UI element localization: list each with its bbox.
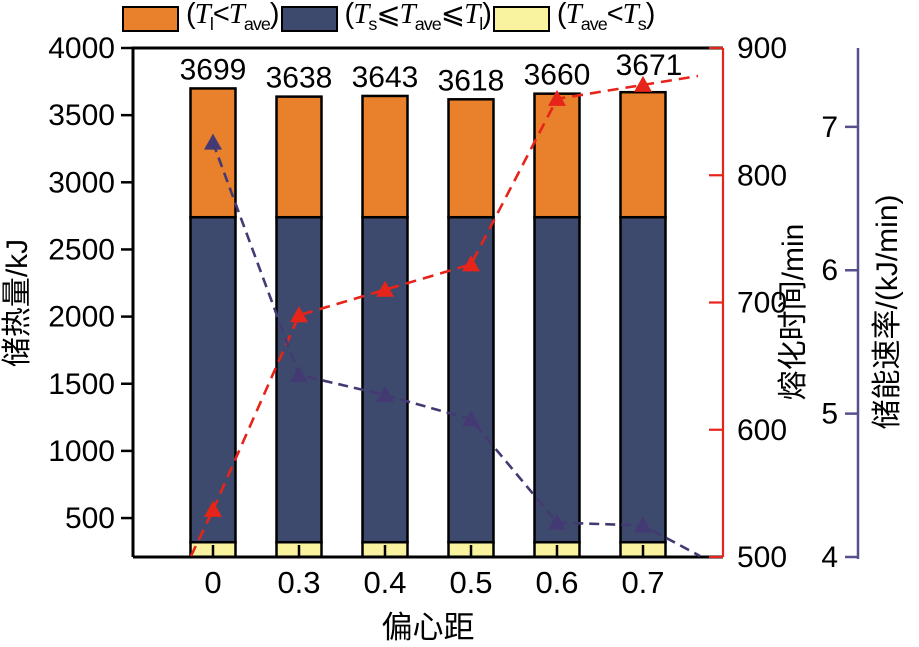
chart-legend: (Tl<Tave) (Ts⩽Tave⩽Tl) (Tave<Ts) xyxy=(122,0,656,35)
rate-tick-label: 7 xyxy=(821,111,838,144)
x-tick-label: 0.6 xyxy=(535,565,578,600)
bar-value-label-1: 3638 xyxy=(266,62,333,95)
melting-time-marker-0 xyxy=(204,500,222,517)
bar-segment-navy-2 xyxy=(361,215,409,544)
rate-tick-label: 5 xyxy=(821,398,838,431)
storage-rate-marker-0 xyxy=(204,133,222,150)
left-tick-label: 3500 xyxy=(48,99,115,132)
bar-segment-orange-4 xyxy=(533,92,581,219)
bar-value-label-0: 3699 xyxy=(180,53,247,86)
time-tick-label: 900 xyxy=(737,32,787,65)
melting-time-marker-1 xyxy=(290,306,308,323)
time-tick-label: 500 xyxy=(737,541,787,574)
bar-segment-orange-1 xyxy=(275,95,323,219)
melting-time-marker-4 xyxy=(548,89,566,106)
x-axis-title: 偏心距 xyxy=(382,610,475,645)
left-tick-label: 1500 xyxy=(48,368,115,401)
left-tick-label: 1000 xyxy=(48,435,115,468)
bar-segment-orange-2 xyxy=(361,94,409,219)
legend-swatch-2 xyxy=(492,6,550,32)
legend-label-0: (Tl<Tave) xyxy=(186,0,280,34)
bar-value-label-3: 3618 xyxy=(438,64,505,97)
time-tick-label: 800 xyxy=(737,159,787,192)
time-axis-title: 熔化时间/min xyxy=(777,224,810,401)
bar-value-label-2: 3643 xyxy=(352,61,419,94)
left-tick-label: 2500 xyxy=(48,233,115,266)
storage-rate-marker-4 xyxy=(548,513,566,530)
left-tick-label: 500 xyxy=(65,502,115,535)
x-tick-label: 0.4 xyxy=(363,565,406,600)
time-tick-label: 700 xyxy=(737,287,787,320)
legend-item-1: (Ts⩽Tave⩽Tl) xyxy=(280,0,492,40)
rate-tick-label: 6 xyxy=(821,254,838,287)
storage-rate-marker-1 xyxy=(290,365,308,382)
rate-tick-label: 4 xyxy=(821,541,838,574)
legend-item-0: (Tl<Tave) xyxy=(122,0,280,40)
melting-time-marker-3 xyxy=(462,255,480,272)
bar-segment-navy-0 xyxy=(189,215,237,544)
legend-swatch-0 xyxy=(122,6,179,32)
melting-time-marker-5 xyxy=(634,75,652,92)
bar-segment-orange-5 xyxy=(619,90,667,219)
x-tick-label: 0.3 xyxy=(277,565,320,600)
bar-value-label-4: 3660 xyxy=(524,59,591,92)
left-tick-label: 2000 xyxy=(48,301,115,334)
legend-label-1: (Ts⩽Tave⩽Tl) xyxy=(344,0,492,34)
legend-label-2: (Tave<Ts) xyxy=(556,0,656,34)
x-tick-label: 0.5 xyxy=(449,565,492,600)
x-tick-label: 0 xyxy=(204,565,221,600)
storage-rate-marker-5 xyxy=(634,516,652,533)
rate-axis-title: 储能速率/(kJ/min) xyxy=(871,195,904,430)
left-tick-label: 4000 xyxy=(48,32,115,65)
melting-time-marker-2 xyxy=(376,280,394,297)
bar-segment-navy-4 xyxy=(533,215,581,544)
bar-value-label-5: 3671 xyxy=(616,49,683,82)
x-tick-label: 0.7 xyxy=(621,565,664,600)
left-axis-title: 储热量/kJ xyxy=(1,239,34,367)
bar-segment-orange-3 xyxy=(447,98,495,219)
left-tick-label: 3000 xyxy=(48,166,115,199)
bar-segment-navy-5 xyxy=(619,215,667,544)
melting-time-line xyxy=(189,74,699,557)
legend-swatch-1 xyxy=(280,6,338,32)
bar-segment-orange-0 xyxy=(189,87,237,219)
legend-item-2: (Tave<Ts) xyxy=(492,0,656,40)
time-tick-label: 600 xyxy=(737,414,787,447)
storage-rate-marker-3 xyxy=(462,410,480,427)
storage-rate-marker-2 xyxy=(376,385,394,402)
